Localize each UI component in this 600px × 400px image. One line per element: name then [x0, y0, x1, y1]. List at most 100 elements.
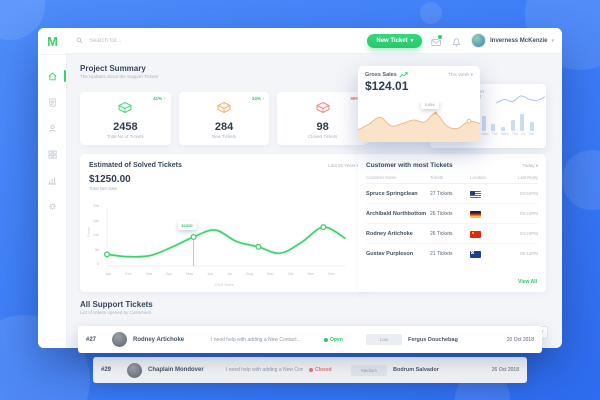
last-reply-time: 06:12PM: [519, 251, 538, 256]
gross-sales-value: $124.01: [365, 79, 409, 93]
search-input[interactable]: [87, 36, 201, 45]
gross-sales-chart: 3,054: [358, 102, 480, 142]
sidebar-item-customers[interactable]: [38, 121, 66, 135]
stat-card-total-tickets[interactable]: 41% ↑ 2458 Total No of Tickets: [80, 92, 171, 145]
decor-circle: [420, 2, 442, 24]
gross-sales-card[interactable]: Gross Sales This Week ▾ $124.01 3,054: [358, 66, 480, 142]
search-icon: [76, 37, 83, 44]
bar: [500, 126, 505, 131]
table-row[interactable]: Spruce Springclean 27 Tickets 03:52PM: [366, 184, 538, 204]
x-axis-ticks: Jan Feb Mar Apr May Jun Jul Aug Sep Oct Nov Dec: [105, 272, 335, 276]
customer-name: Spruce Springclean: [366, 190, 418, 197]
stat-value: 284: [214, 121, 234, 133]
avatar: [471, 33, 487, 48]
solved-period-dropdown[interactable]: Last 02 Years ▾: [328, 162, 359, 168]
solved-chart-zone: Prices 20k 15k 10k 5k 0 $1000: [86, 204, 360, 279]
arrow-up-icon: ↑: [262, 96, 265, 101]
customer-name: Gustav Purpleson: [366, 250, 414, 257]
status-badge: Open: [324, 337, 360, 343]
status-badge: Closed: [309, 367, 345, 373]
new-ticket-label: New Ticket: [376, 37, 408, 44]
weekday-labels: SunMonTueWedThuFriSat: [472, 132, 534, 136]
user-name: Inverness McKenzie: [490, 37, 548, 44]
solved-line-chart: $1000: [101, 204, 351, 279]
bar: [481, 116, 486, 131]
sidebar-item-apps[interactable]: [38, 147, 66, 161]
ticket-subject: I need help with adding a New Contact...: [211, 336, 301, 343]
bar: [529, 122, 534, 131]
sidebar-item-tickets[interactable]: [38, 95, 66, 109]
sidebar-item-settings[interactable]: [38, 199, 66, 213]
customer-name: Rodney Artichoke: [366, 230, 413, 237]
search-box: [76, 36, 367, 45]
avatar: [112, 332, 127, 347]
gross-sales-period-dropdown[interactable]: This Week ▾: [448, 72, 473, 77]
top-customers-title: Customer with most Tickets: [366, 162, 453, 169]
ticket-row[interactable]: #27 Rodney Artichoke I need help with ad…: [78, 326, 542, 353]
tickets-sold-sparkline: [495, 95, 545, 104]
stat-cards-row: 41% ↑ 2458 Total No of Tickets 34% ↑ 284…: [80, 92, 369, 145]
last-reply-time: 03:52PM: [519, 191, 538, 196]
page-subtitle: The Updates about the Support Tickets: [80, 74, 159, 79]
closed-tickets-icon: [315, 101, 330, 114]
user-menu[interactable]: Inverness McKenzie ▾: [471, 33, 554, 48]
sidebar-item-home[interactable]: [38, 69, 66, 83]
project-summary-header: Project Summary The Updates about the Su…: [80, 64, 158, 79]
stat-value: 2458: [113, 121, 138, 133]
x-axis-label: 2018 Years: [214, 283, 234, 287]
main-content: Project Summary The Updates about the Su…: [66, 54, 562, 348]
ticket-date: 20 Oct 2018: [506, 336, 534, 343]
chevron-down-icon: ▾: [551, 37, 554, 44]
customer-tickets: 26 Tickets: [430, 230, 453, 237]
topbar: New Ticket ▾ Inverness McKenzie ▾: [66, 28, 562, 54]
priority-badge[interactable]: Low: [366, 334, 402, 345]
table-row[interactable]: Archibald Northbottom 26 Tickets 03:22PM: [366, 204, 538, 224]
user-icon: [48, 124, 56, 132]
table-row[interactable]: Gustav Purpleson 21 Tickets 06:12PM: [366, 244, 538, 263]
customer-name: Archibald Northbottom: [366, 210, 427, 217]
us-flag-icon: [470, 190, 481, 198]
status-dot-icon: [309, 368, 313, 372]
section-title: All Support Tickets: [80, 300, 153, 309]
notification-dot: [437, 34, 444, 40]
last-reply-time: 04:24PM: [519, 231, 538, 236]
table-row[interactable]: Rodney Artichoke 26 Tickets 04:24PM: [366, 224, 538, 244]
ticket-id: #29: [101, 367, 112, 373]
mail-icon: [431, 38, 441, 47]
y-axis-label: Prices: [86, 227, 91, 237]
stat-card-closed-tickets[interactable]: 98% ↓ 98 Closed Tickets: [277, 92, 369, 145]
tickets-sold-bar-chart: [472, 112, 534, 131]
chart-icon: [48, 176, 57, 184]
avatar: [127, 362, 142, 378]
top-customers-card: Customer with most Tickets Today ▾ Custo…: [358, 154, 546, 292]
chevron-down-icon: ▾: [410, 37, 414, 44]
ticket-subject: I need help with adding a New Contact da…: [226, 367, 303, 373]
priority-badge[interactable]: Medium: [351, 364, 387, 376]
table-header: Customer Name Tickets Location Last Reply: [366, 175, 538, 184]
settings-icon: [48, 202, 56, 210]
app-logo[interactable]: M: [38, 28, 66, 55]
customers-period-dropdown[interactable]: Today ▾: [522, 162, 538, 168]
dashboard-window: M: [38, 28, 562, 348]
view-all-link[interactable]: View All: [518, 279, 537, 285]
ticket-row[interactable]: #29 Chaplain Mondover I need help with a…: [93, 357, 527, 383]
germany-flag-icon: [470, 210, 481, 218]
stat-card-new-tickets[interactable]: 34% ↑ 284 New Tickets: [178, 92, 270, 145]
notifications-button[interactable]: [451, 35, 462, 47]
status-dot-icon: [324, 337, 328, 342]
home-icon: [48, 71, 56, 80]
document-icon: [48, 97, 56, 107]
decor-circle: [562, 150, 600, 210]
ticket-date: 26 Oct 2018: [491, 367, 519, 373]
new-ticket-button[interactable]: New Ticket ▾: [367, 33, 423, 48]
bell-icon: [452, 38, 461, 47]
australia-flag-icon: [470, 250, 481, 258]
sidebar-item-reports[interactable]: [38, 173, 66, 187]
stat-label: New Tickets: [211, 134, 237, 139]
customer-tickets: 26 Tickets: [430, 210, 453, 217]
bar: [520, 114, 525, 131]
last-reply-time: 03:22PM: [519, 211, 538, 216]
customer-tickets: 21 Tickets: [430, 250, 453, 257]
messages-button[interactable]: [431, 34, 444, 47]
